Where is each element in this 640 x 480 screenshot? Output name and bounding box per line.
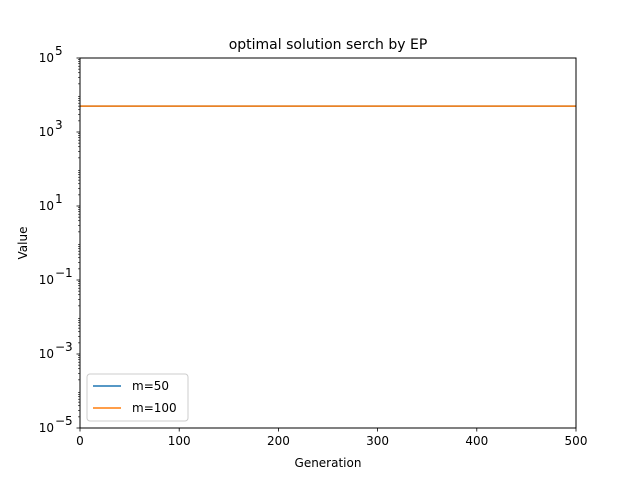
legend-label-0: m=50	[132, 379, 169, 393]
x-tick-label: 500	[565, 434, 588, 448]
plot-frame	[79, 57, 577, 429]
chart-title: optimal solution serch by EP	[229, 37, 428, 53]
x-tick-label: 200	[267, 434, 290, 448]
y-tick-label: 10	[39, 347, 54, 361]
x-tick-label: 400	[465, 434, 488, 448]
y-tick-exponent: −5	[55, 414, 73, 428]
y-tick-label: 10	[39, 51, 54, 65]
x-tick-label: 100	[168, 434, 191, 448]
y-axis-label: Value	[16, 227, 30, 260]
y-tick-exponent: 1	[55, 192, 63, 206]
y-tick-label: 10	[39, 199, 54, 213]
y-tick-exponent: −1	[55, 266, 73, 280]
x-tick-label: 0	[76, 434, 84, 448]
y-tick-exponent: 5	[55, 44, 63, 58]
x-tick-label: 300	[366, 434, 389, 448]
y-tick-label: 10	[39, 421, 54, 435]
y-tick-label: 10	[39, 125, 54, 139]
y-tick-label: 10	[39, 273, 54, 287]
y-tick-exponent: 3	[55, 118, 63, 132]
x-axis-label: Generation	[295, 456, 362, 470]
x-axis-ticks: 0 100 200 300 400 500	[76, 428, 587, 448]
legend-label-1: m=100	[132, 401, 177, 415]
y-tick-exponent: −3	[55, 340, 73, 354]
legend: m=50 m=100	[86, 373, 189, 422]
